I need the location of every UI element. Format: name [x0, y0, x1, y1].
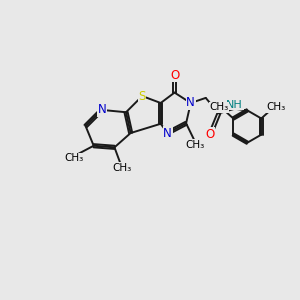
Text: NH: NH	[226, 100, 243, 110]
Text: N: N	[163, 127, 172, 140]
Text: O: O	[206, 128, 215, 141]
Text: CH₃: CH₃	[186, 140, 205, 150]
Text: CH₃: CH₃	[112, 163, 131, 173]
Text: N: N	[98, 103, 106, 116]
Text: CH₃: CH₃	[266, 102, 285, 112]
Text: O: O	[170, 69, 179, 82]
Text: CH₃: CH₃	[64, 153, 84, 164]
Text: N: N	[186, 97, 195, 110]
Text: CH₃: CH₃	[209, 102, 229, 112]
Text: S: S	[139, 90, 146, 103]
